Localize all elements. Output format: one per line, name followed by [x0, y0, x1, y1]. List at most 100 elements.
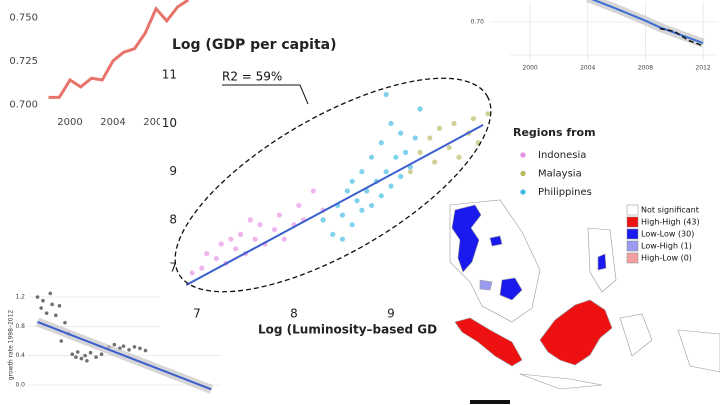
x-tick-label: 2012: [695, 65, 710, 72]
data-point: [388, 120, 394, 127]
y-tick-label: 11: [162, 68, 177, 82]
data-point: [213, 255, 219, 262]
annotation: R2 = 59%: [222, 70, 282, 84]
y-axis-label: growth rate 1998–2012: [8, 310, 15, 381]
data-point: [138, 346, 142, 351]
x-tick-label: 2008: [638, 65, 653, 72]
data-point: [127, 347, 131, 352]
data-point: [271, 226, 278, 233]
data-point: [57, 304, 62, 308]
data-point: [74, 355, 78, 359]
data-point: [50, 302, 54, 307]
data-point: [388, 183, 394, 189]
data-point: [41, 298, 45, 303]
y-tick-label: 0.8: [15, 323, 25, 330]
map-region: [677, 329, 720, 373]
data-point: [320, 217, 326, 223]
data-point: [456, 154, 462, 160]
map-region: [539, 299, 613, 366]
data-point: [402, 149, 409, 155]
legend-label: Philippines: [538, 187, 592, 198]
data-point: [85, 358, 89, 363]
data-point: [349, 222, 355, 228]
legend-label: Malaysia: [538, 169, 582, 180]
x-tick-label: 7: [193, 307, 201, 321]
data-point: [417, 149, 423, 155]
map-region: [619, 313, 653, 357]
map-panel: Not significant High-High (43) Low-Low (30…: [438, 198, 720, 405]
y-tick-label: 1.2: [15, 294, 25, 301]
fit-line: [37, 321, 212, 391]
data-point: [53, 313, 58, 318]
y-tick-label: 0.750: [9, 12, 38, 23]
x-tick-label: 9: [387, 307, 395, 321]
legend-title: Regions from: [513, 126, 596, 139]
data-point: [112, 342, 117, 347]
data-point: [39, 306, 43, 310]
y-tick-label: 0.725: [9, 56, 38, 67]
data-point: [75, 350, 80, 354]
y-tick-label: 0.0: [15, 381, 25, 388]
data-point: [354, 198, 360, 204]
y-tick-label: 10: [162, 116, 177, 130]
legend: Regions from Indonesia Malaysia Philippines: [505, 120, 615, 202]
data-point: [398, 173, 404, 180]
data-point: [228, 236, 234, 242]
data-point: [88, 350, 93, 355]
data-point: [417, 106, 423, 112]
data-point: [412, 135, 418, 141]
legend-label: Indonesia: [538, 150, 586, 161]
highlight-ellipse: [174, 77, 492, 293]
data-point: [485, 111, 491, 117]
data-point: [383, 91, 389, 98]
data-point: [79, 356, 84, 361]
legend-label: High-Low (0): [641, 254, 692, 263]
data-point: [446, 144, 452, 151]
data-point: [432, 159, 438, 165]
data-point: [94, 355, 98, 359]
data-point: [393, 154, 399, 160]
data-point: [70, 352, 75, 356]
map-region: [479, 279, 493, 291]
chart-title: Log (GDP per capita): [172, 37, 336, 53]
data-point: [257, 222, 263, 228]
legend-swatch: [626, 240, 639, 252]
data-point: [204, 251, 210, 257]
data-point: [436, 125, 443, 131]
y-tick-label: 0.700: [9, 99, 38, 110]
map-region: [597, 253, 607, 271]
data-point: [310, 188, 316, 194]
data-point: [247, 217, 253, 223]
data-point: [344, 188, 350, 194]
y-tick-label: 0.4: [15, 352, 25, 359]
legend-swatch: [520, 152, 526, 158]
map-region: [499, 277, 523, 301]
y-tick-label: 9: [169, 164, 177, 178]
data-point: [427, 135, 433, 141]
legend-swatch: [626, 216, 639, 228]
data-point: [281, 236, 287, 242]
data-point: [189, 270, 195, 276]
legend-label: Not significant: [641, 206, 699, 215]
legend-swatch: [626, 252, 639, 264]
data-line: [591, 0, 704, 45]
data-point: [296, 202, 302, 209]
data-point: [359, 207, 365, 213]
data-point: [330, 231, 336, 237]
data-point: [339, 212, 346, 218]
data-point: [218, 241, 224, 247]
map-region: [451, 204, 482, 273]
x-tick-label: 8: [290, 307, 298, 321]
data-point: [378, 193, 384, 199]
legend-label: Low-High (1): [641, 242, 692, 251]
data-point: [83, 353, 87, 358]
x-tick-label: 2008: [143, 117, 168, 128]
legend-label: High-High (43): [641, 218, 700, 227]
data-point: [378, 140, 384, 146]
data-point: [63, 320, 67, 325]
data-point: [233, 246, 239, 252]
data-point: [59, 339, 64, 343]
data-point: [364, 188, 370, 194]
map-region: [489, 235, 503, 247]
y-tick-label: 8: [169, 212, 177, 226]
